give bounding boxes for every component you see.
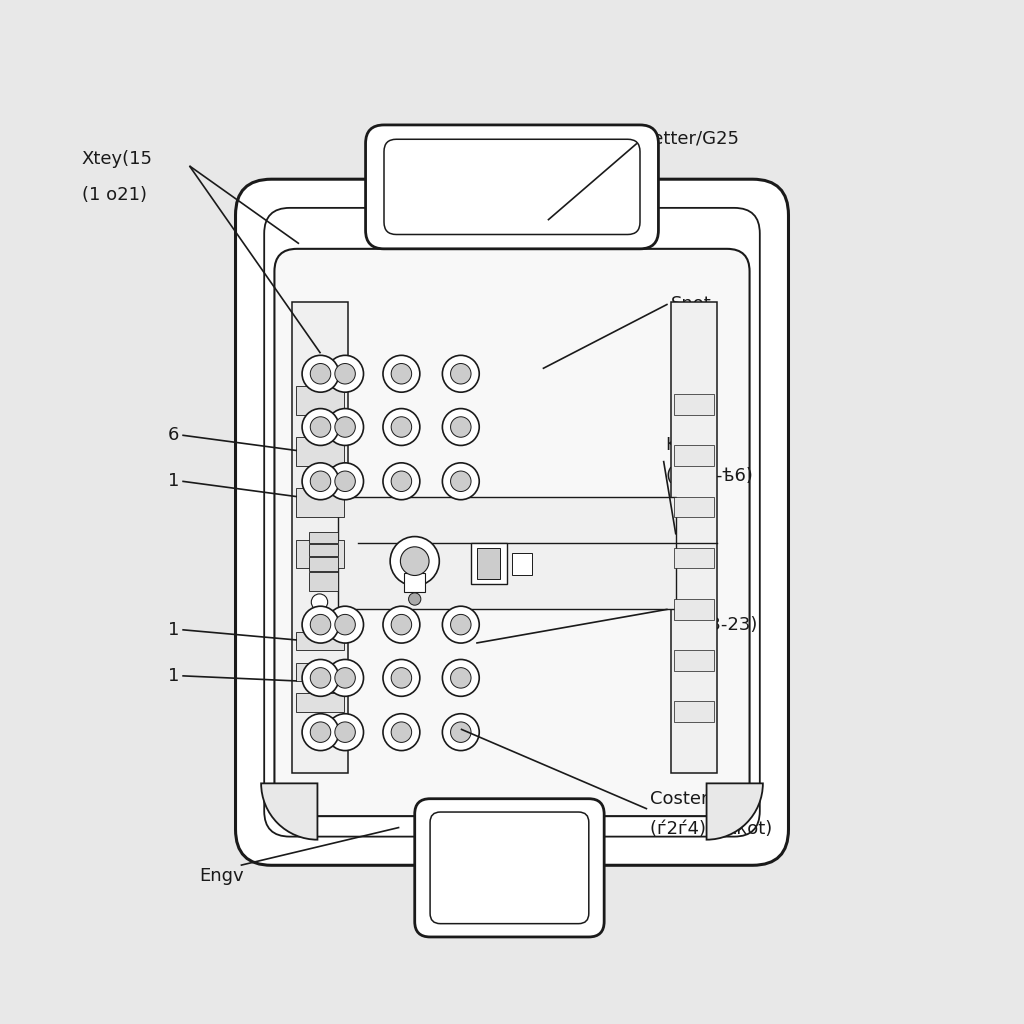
FancyBboxPatch shape	[236, 179, 788, 865]
Circle shape	[310, 614, 331, 635]
Text: (1 o21): (1 o21)	[82, 185, 146, 204]
Bar	[674, 701, 714, 722]
Bar	[674, 599, 714, 620]
Circle shape	[409, 593, 421, 605]
Text: Snot: Snot	[671, 295, 712, 313]
Text: Ketar: Ketar	[666, 436, 714, 455]
Circle shape	[335, 614, 355, 635]
Bar	[674, 445, 714, 466]
Circle shape	[311, 594, 328, 610]
Text: 1: 1	[168, 621, 179, 639]
Text: 6: 6	[168, 426, 179, 444]
Circle shape	[383, 606, 420, 643]
Circle shape	[451, 471, 471, 492]
Text: ƒ: ƒ	[623, 510, 628, 524]
Bar	[292, 302, 348, 773]
Bar	[512, 553, 532, 575]
Bar	[309, 572, 338, 591]
Circle shape	[451, 614, 471, 635]
Circle shape	[442, 463, 479, 500]
Circle shape	[310, 722, 331, 742]
Circle shape	[335, 364, 355, 384]
FancyBboxPatch shape	[274, 249, 750, 816]
Circle shape	[442, 606, 479, 643]
Bar	[674, 497, 714, 517]
Circle shape	[335, 668, 355, 688]
Circle shape	[335, 722, 355, 742]
Circle shape	[442, 714, 479, 751]
Circle shape	[302, 355, 339, 392]
Bar	[674, 650, 714, 671]
Circle shape	[383, 355, 420, 392]
Bar	[671, 302, 717, 773]
Bar	[477, 548, 500, 579]
Wedge shape	[707, 783, 763, 840]
Wedge shape	[261, 783, 317, 840]
Circle shape	[383, 714, 420, 751]
Text: Or: Or	[671, 587, 692, 605]
Bar	[296, 693, 344, 712]
Circle shape	[327, 714, 364, 751]
Text: (ѓ2ѓ4) - Aќot): (ѓ2ѓ4) - Aќot)	[650, 820, 772, 839]
Circle shape	[327, 659, 364, 696]
Bar	[309, 557, 338, 571]
Bar	[296, 437, 344, 466]
Circle shape	[391, 471, 412, 492]
Circle shape	[451, 417, 471, 437]
Circle shape	[310, 364, 331, 384]
Text: Xtey(15: Xtey(15	[82, 150, 153, 168]
Bar	[296, 632, 344, 650]
Circle shape	[335, 417, 355, 437]
Circle shape	[451, 722, 471, 742]
Circle shape	[451, 364, 471, 384]
Text: Better/G25: Better/G25	[640, 129, 739, 147]
Circle shape	[442, 409, 479, 445]
Bar	[338, 497, 676, 609]
Circle shape	[400, 547, 429, 575]
Circle shape	[327, 606, 364, 643]
Text: Coster Tey: Coster Tey	[650, 790, 744, 808]
Circle shape	[391, 668, 412, 688]
Circle shape	[391, 722, 412, 742]
Circle shape	[302, 606, 339, 643]
Bar	[309, 544, 338, 556]
Circle shape	[327, 409, 364, 445]
Bar	[471, 543, 507, 584]
Bar	[296, 663, 344, 681]
Text: 1: 1	[168, 472, 179, 490]
Bar	[674, 548, 714, 568]
Text: Engv: Engv	[200, 866, 245, 885]
Circle shape	[390, 537, 439, 586]
Bar	[296, 540, 344, 568]
Circle shape	[383, 463, 420, 500]
Circle shape	[310, 471, 331, 492]
Circle shape	[383, 409, 420, 445]
Bar	[296, 488, 344, 517]
Circle shape	[302, 409, 339, 445]
Circle shape	[302, 714, 339, 751]
Text: (1ѓ45-ѣ6): (1ѓ45-ѣ6)	[666, 467, 754, 485]
Bar	[404, 573, 425, 592]
Text: 1: 1	[168, 667, 179, 685]
Circle shape	[383, 659, 420, 696]
FancyBboxPatch shape	[415, 799, 604, 937]
Bar	[309, 532, 338, 543]
Circle shape	[327, 463, 364, 500]
Circle shape	[442, 355, 479, 392]
Circle shape	[391, 364, 412, 384]
Bar	[674, 394, 714, 415]
Circle shape	[310, 668, 331, 688]
Circle shape	[451, 668, 471, 688]
Circle shape	[310, 417, 331, 437]
Circle shape	[391, 417, 412, 437]
Circle shape	[391, 614, 412, 635]
Circle shape	[302, 659, 339, 696]
Bar	[296, 386, 344, 415]
Circle shape	[302, 463, 339, 500]
Circle shape	[327, 355, 364, 392]
Circle shape	[335, 471, 355, 492]
Text: (1ѓ43-23): (1ѓ43-23)	[671, 615, 758, 634]
Circle shape	[442, 659, 479, 696]
FancyBboxPatch shape	[366, 125, 658, 249]
